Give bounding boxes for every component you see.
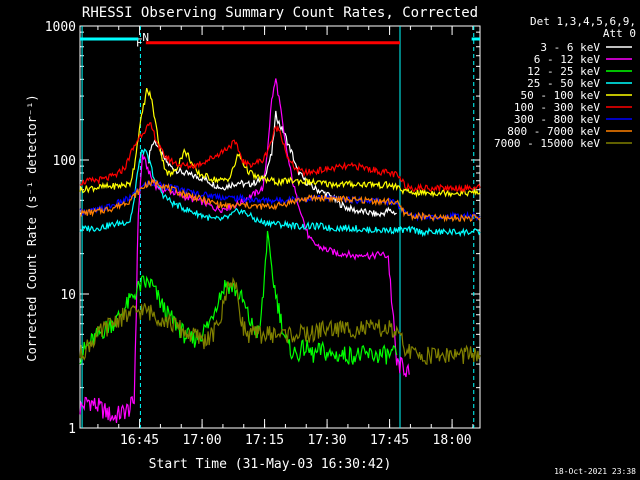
- legend-entry-label: 7000 - 15000 keV: [494, 137, 600, 150]
- series-line-3: [79, 148, 481, 238]
- legend-entry-label: 3 - 6 keV: [540, 41, 600, 54]
- legend-header-line-2: Att 0: [603, 27, 636, 40]
- y-tick-label: 1000: [45, 20, 76, 35]
- series-line-4: [79, 87, 481, 199]
- x-tick-label: 16:45: [120, 433, 159, 448]
- x-tick-label: 18:00: [433, 433, 472, 448]
- plot-area: 1 10 100 1000 16:45 17:00 17:15 17:30 17:45 18:00…: [45, 20, 632, 448]
- x-axis-label: Start Time (31-May-03 16:30:42): [149, 457, 392, 472]
- chart-title: RHESSI Observing Summary Count Rates, Co…: [82, 5, 478, 21]
- f-annotation-label: F: [136, 37, 143, 50]
- x-tick-label: 17:30: [308, 433, 347, 448]
- legend-entry-label: 12 - 25 keV: [527, 65, 600, 78]
- x-tick-label: 17:45: [370, 433, 409, 448]
- n-annotation-label: N: [142, 31, 149, 44]
- legend-entry-label: 100 - 300 keV: [514, 101, 600, 114]
- legend-entry-label: 50 - 100 keV: [521, 89, 601, 102]
- series-line-0: [148, 110, 397, 218]
- y-tick-label: 10: [60, 288, 76, 303]
- y-tick-label: 100: [53, 154, 76, 169]
- footer-timestamp: 18-Oct-2021 23:38: [554, 467, 636, 476]
- x-tick-label: 17:00: [183, 433, 222, 448]
- series-line-7: [80, 178, 481, 223]
- series-line-5: [79, 122, 481, 193]
- y-tick-label: 1: [68, 422, 76, 437]
- legend-entry-label: 800 - 7000 keV: [507, 125, 600, 138]
- series-line-1: [79, 78, 410, 423]
- legend-entry-label: 25 - 50 keV: [527, 77, 600, 90]
- legend-entry-label: 300 - 800 keV: [514, 113, 600, 126]
- y-axis-label: Corrected Count Rate (s⁻¹ detector⁻¹): [25, 94, 39, 361]
- legend-entry-label: 6 - 12 keV: [534, 53, 601, 66]
- plot-frame: [79, 25, 481, 429]
- legend-header-line-1: Det 1,3,4,5,6,9,: [530, 15, 636, 28]
- x-tick-label: 17:15: [245, 433, 284, 448]
- series-line-8: [79, 276, 481, 366]
